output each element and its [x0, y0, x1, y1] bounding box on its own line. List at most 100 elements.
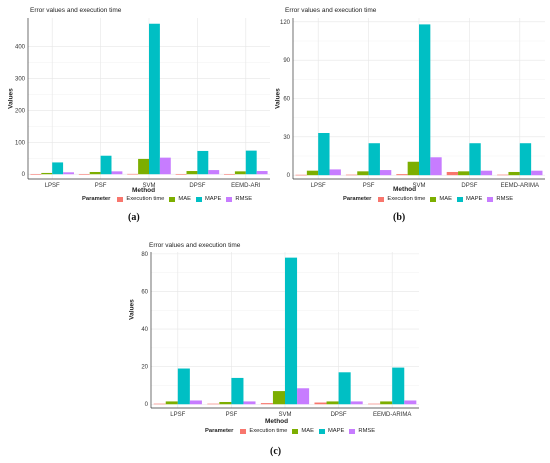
x-tick-label: SVM — [412, 183, 425, 189]
legend-label-execution-time: Execution time — [387, 196, 426, 202]
legend-label-mape: MAPE — [327, 428, 345, 434]
bar-mape — [318, 133, 330, 176]
legend-label-rmse: RMSE — [496, 196, 514, 202]
bar-rmse — [256, 171, 268, 175]
bar-execution-time — [295, 174, 307, 176]
y-tick-label: 0 — [287, 173, 291, 179]
bar-mae — [272, 391, 285, 405]
legend-swatch-mape — [318, 428, 325, 434]
bar-mape — [52, 162, 64, 175]
y-tick-label: 400 — [15, 45, 26, 51]
legend-swatch-execution-time — [378, 196, 385, 202]
bar-mae — [138, 158, 149, 175]
legend-swatch-mape — [195, 196, 202, 202]
chart-plot-c: 0 20 40 60 80 LPSF PSF SVM DPSF EEMD-ARIMA — [141, 252, 419, 418]
y-tick-label: 0 — [145, 402, 149, 408]
x-axis-label: Method — [393, 186, 417, 193]
legend-label-mape: MAPE — [465, 196, 483, 202]
bar-mape — [368, 143, 380, 176]
y-tick-label: 90 — [283, 58, 290, 64]
legend-swatch-rmse — [349, 428, 356, 434]
chart-title: Error values and execution time — [149, 242, 241, 249]
x-tick-label: LPSF — [170, 412, 185, 418]
bar-execution-time — [446, 171, 459, 176]
chart-panel-c: Error values and execution time 0 20 40 60 8… — [125, 238, 425, 463]
chart-panel-a: Error values and execution time 0 100 200 3… — [0, 0, 275, 223]
bar-execution-time — [30, 174, 42, 175]
bar-rmse — [243, 401, 256, 405]
bar-mae — [41, 172, 53, 175]
y-tick-label: 60 — [283, 97, 290, 103]
x-tick-label: LPSF — [45, 183, 60, 189]
chart-title: Error values and execution time — [285, 7, 377, 14]
chart-title: Error values and execution time — [30, 7, 122, 14]
x-tick-label: EEMD-ARIMA — [373, 412, 411, 418]
bar-mape — [469, 143, 481, 176]
bar-execution-time — [175, 174, 187, 175]
legend-swatch-mape — [456, 196, 463, 202]
bar-execution-time — [345, 174, 358, 176]
x-axis-label: Method — [132, 187, 156, 194]
x-tick-label: SVM — [142, 183, 155, 189]
bar-execution-time — [497, 174, 509, 176]
y-tick-label: 30 — [283, 135, 290, 141]
bar-execution-time — [207, 403, 220, 405]
panel-caption-b: (b) — [393, 212, 406, 223]
x-tick-label: DPSF — [189, 183, 205, 189]
bar-rmse — [430, 157, 442, 176]
bar-mae — [326, 401, 339, 405]
bar-execution-time — [314, 402, 327, 405]
y-tick-label: 40 — [141, 327, 148, 333]
bar-rmse — [297, 388, 310, 405]
y-tick-label: 20 — [141, 365, 148, 371]
panel-caption-a: (a) — [128, 212, 140, 223]
bar-execution-time — [368, 403, 381, 405]
legend-label-rmse: RMSE — [235, 196, 253, 202]
bar-execution-time — [153, 403, 166, 405]
legend-title: Parameter — [205, 428, 234, 434]
bar-mae — [508, 171, 520, 176]
y-tick-label: 120 — [280, 20, 291, 26]
x-tick-label: PSF — [226, 412, 238, 418]
legend: Parameter Execution time MAE MAPE RMSE — [343, 196, 513, 202]
legend-label-execution-time: Execution time — [249, 428, 288, 434]
legend-label-mae: MAE — [439, 196, 452, 202]
bar-mae — [458, 171, 470, 176]
bar-mae — [407, 161, 419, 176]
bar-rmse — [111, 171, 123, 175]
y-tick-label: 300 — [15, 77, 26, 83]
legend: Parameter Execution time MAE MAPE RMSE — [82, 196, 252, 202]
x-tick-label: EEMD-ARI — [231, 183, 261, 189]
bar-mae — [380, 401, 393, 405]
legend-label-mae: MAE — [301, 428, 314, 434]
x-tick-label: DPSF — [461, 183, 477, 189]
y-axis-label: Values — [274, 88, 282, 109]
bar-rmse — [189, 400, 202, 405]
legend-label-execution-time: Execution time — [126, 196, 165, 202]
bar-rmse — [379, 170, 392, 176]
bar-mae — [306, 170, 319, 176]
legend-swatch-mae — [169, 196, 176, 202]
bar-rmse — [159, 157, 171, 175]
bar-rmse — [208, 170, 220, 175]
legend-swatch-mae — [430, 196, 437, 202]
bar-mape — [231, 377, 244, 405]
x-tick-label: DPSF — [331, 412, 347, 418]
y-tick-label: 0 — [22, 172, 26, 178]
y-axis-label: Values — [128, 299, 136, 320]
bar-rmse — [63, 172, 74, 175]
bar-mape — [245, 150, 257, 175]
legend-label-rmse: RMSE — [358, 428, 376, 434]
y-tick-label: 60 — [141, 289, 148, 295]
bar-mae — [165, 401, 178, 405]
x-tick-label: PSF — [363, 183, 375, 189]
y-tick-label: 100 — [15, 140, 26, 146]
bar-mape — [149, 23, 160, 175]
y-axis-label: Values — [7, 88, 15, 109]
chart-panel-b: Error values and execution time 0 30 60 90 1… — [274, 0, 550, 223]
legend-title: Parameter — [343, 196, 372, 202]
bar-mape — [100, 155, 112, 175]
bar-mape — [519, 143, 532, 176]
chart-plot-a: 0 100 200 300 400 LPSF PSF SVM DPSF EEMD-ARI — [15, 18, 270, 189]
bar-execution-time — [78, 174, 90, 175]
